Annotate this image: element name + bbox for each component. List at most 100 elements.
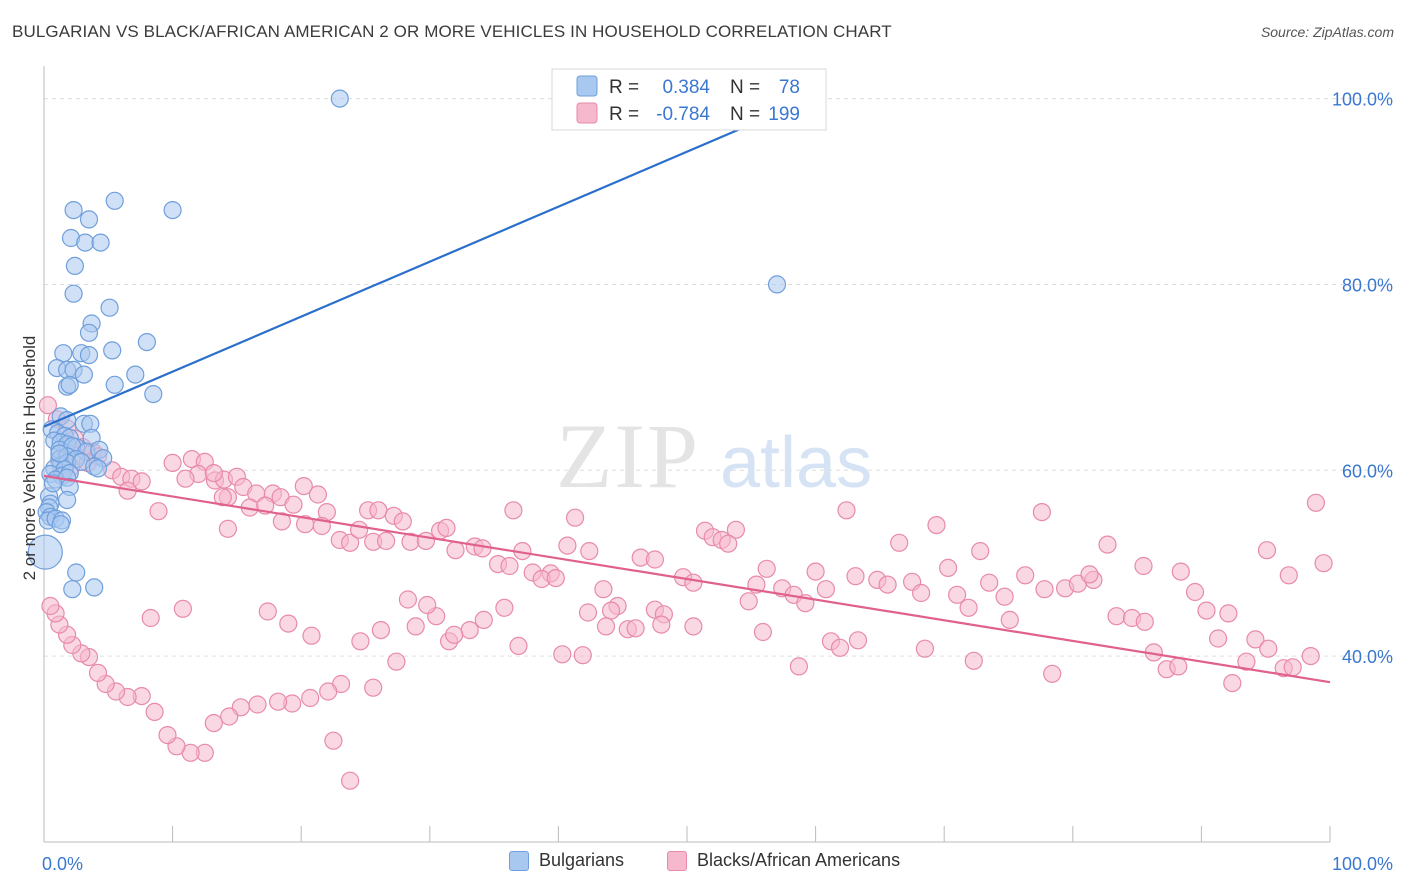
bulgarians-point-10 [64, 284, 83, 303]
blacks-point-159 [387, 652, 406, 671]
blacks-point-160 [364, 678, 383, 697]
axes [43, 66, 1331, 843]
blacks-point-198 [474, 610, 493, 630]
bulgarians-point-6 [76, 233, 95, 252]
blacks-point-150 [578, 603, 598, 622]
bulgarians-point-17 [79, 346, 99, 365]
blacks-point-145 [684, 617, 703, 636]
trend-lines [43, 95, 1331, 684]
blacks-point-127 [1259, 639, 1278, 658]
legend-r-value-2: -0.784 [656, 104, 710, 125]
legend-bottom: Bulgarians Blacks/African Americans [0, 850, 1406, 880]
bulgarians-point-0 [330, 89, 349, 108]
bulgarians-point-13 [79, 323, 99, 342]
blacks-point-85 [757, 559, 776, 578]
blacks-point-90 [816, 580, 836, 599]
blacks-point-41 [218, 519, 237, 538]
x-tick-label-min: 0.0% [42, 854, 83, 874]
legend-label-bulgarians: Bulgarians [539, 850, 625, 870]
blacks-point-120 [1169, 657, 1188, 676]
blacks-point-104 [971, 541, 990, 561]
blacks-point-81 [726, 520, 746, 539]
blacks-point-135 [1219, 604, 1238, 623]
blacks-point-197 [445, 625, 464, 644]
blacks-point-153 [509, 636, 528, 656]
blacks-point-82 [719, 534, 738, 553]
blacks-point-44 [350, 520, 369, 539]
blacks-point-92 [830, 638, 850, 657]
legend-swatch-blacks [576, 102, 598, 124]
blacks-point-163 [301, 688, 320, 708]
blacks-point-93 [837, 501, 856, 520]
blacks-point-57 [473, 539, 492, 558]
x-tick-label-max: 100.0% [1332, 854, 1393, 874]
blacks-point-107 [1000, 610, 1019, 630]
y-tick-label-3: 100.0% [1332, 90, 1393, 110]
blacks-point-190 [173, 599, 192, 618]
watermark-zip: ZIP [556, 405, 700, 507]
blacks-point-168 [220, 707, 239, 726]
blacks-point-174 [145, 702, 164, 722]
bulgarians-point-22 [126, 365, 145, 384]
blacks-point-121 [1185, 582, 1205, 602]
trend-line-bulgarians [43, 95, 817, 428]
blacks-point-173 [158, 725, 177, 745]
blacks-point-188 [341, 771, 360, 790]
bulgarians-point-23 [74, 365, 94, 384]
blacks-point-32 [294, 477, 313, 496]
blacks-point-131 [1314, 554, 1333, 573]
watermark: ZIP atlas [556, 405, 872, 507]
blacks-point-196 [406, 617, 425, 636]
blacks-point-152 [553, 645, 572, 664]
blacks-point-134 [1257, 541, 1277, 560]
blacks-point-162 [319, 682, 338, 701]
y-axis-label: 2 or more Vehicles in Household [20, 336, 39, 581]
blacks-point-165 [269, 692, 288, 711]
blacks-point-55 [446, 541, 465, 560]
blacks-point-102 [947, 585, 967, 604]
blacks-point-33 [308, 485, 327, 504]
blacks-point-144 [753, 622, 773, 642]
blacks-point-157 [418, 595, 437, 615]
blacks-point-137 [1134, 556, 1153, 576]
blacks-point-108 [1016, 566, 1035, 585]
blacks-point-103 [959, 598, 978, 617]
blacks-point-133 [1279, 566, 1298, 585]
blacks-point-26 [176, 469, 195, 488]
blacks-point-38 [272, 512, 291, 531]
blacks-point-142 [848, 631, 868, 650]
blacks-point-154 [460, 620, 479, 640]
blacks-point-36 [213, 488, 232, 507]
bulgarians-point-3 [79, 210, 99, 229]
blacks-point-194 [351, 632, 370, 651]
chart-title: BULGARIAN VS BLACK/AFRICAN AMERICAN 2 OR… [12, 22, 892, 41]
y-tick-labels: 40.0% 60.0% 80.0% 100.0% [1332, 90, 1393, 668]
blacks-point-73 [645, 550, 665, 569]
blacks-point-138 [1080, 565, 1099, 584]
blacks-point-67 [565, 508, 585, 527]
blacks-point-54 [437, 518, 456, 538]
bulgarians-point-9 [767, 275, 787, 294]
legend-r-label-1: R = [609, 77, 639, 98]
legend-r-value-1: 0.384 [662, 77, 710, 98]
blacks-point-35 [149, 502, 168, 521]
blacks-point-189 [141, 608, 160, 628]
bulgarians-point-14 [137, 333, 156, 352]
blacks-point-149 [596, 617, 616, 636]
blacks-point-69 [594, 580, 613, 599]
blacks-point-94 [846, 567, 865, 586]
legend-r-label-2: R = [609, 104, 639, 125]
blacks-point-105 [980, 573, 999, 592]
blacks-point-99 [911, 583, 931, 603]
blacks-point-125 [1237, 652, 1256, 671]
legend-swatch-bulgarians-bottom [509, 850, 529, 871]
legend-label-blacks: Blacks/African Americans [697, 850, 901, 870]
bulgarians-point-18 [103, 341, 122, 360]
blacks-point-110 [1043, 664, 1062, 683]
blacks-point-139 [1032, 502, 1052, 522]
blacks-point-96 [878, 575, 897, 594]
blacks-point-141 [915, 639, 935, 658]
blacks-point-14 [132, 472, 151, 491]
blacks-point-143 [789, 657, 809, 676]
